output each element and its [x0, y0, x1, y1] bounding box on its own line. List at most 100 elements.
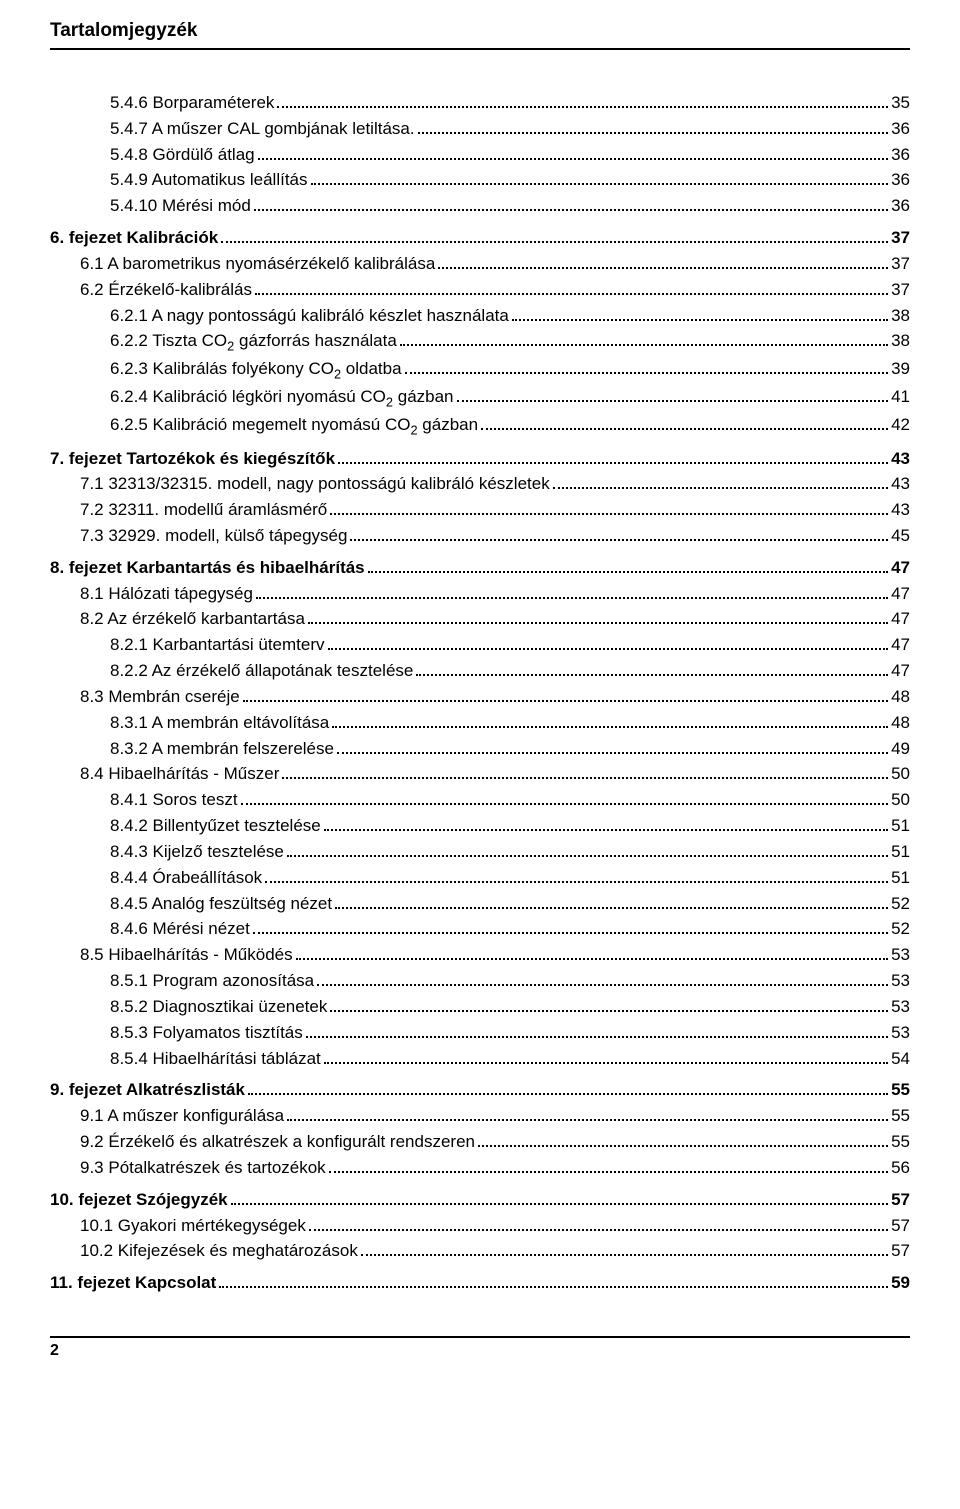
toc-dots [416, 674, 888, 676]
toc-entry-label: 6. fejezet Kalibrációk [50, 225, 218, 251]
toc-entry-page: 55 [891, 1129, 910, 1155]
toc-entry-page: 47 [891, 632, 910, 658]
toc-entry-label: 9. fejezet Alkatrészlisták [50, 1077, 245, 1103]
toc-dots [457, 400, 889, 402]
toc-entry: 8.5.3 Folyamatos tisztítás53 [50, 1020, 910, 1046]
toc-entry: 9.2 Érzékelő és alkatrészek a konfigurál… [50, 1129, 910, 1155]
toc-entry-page: 36 [891, 142, 910, 168]
toc-entry-page: 50 [891, 787, 910, 813]
toc-dots [243, 700, 888, 702]
toc-entry-page: 37 [891, 251, 910, 277]
page-number: 2 [50, 1342, 910, 1360]
toc-entry-page: 56 [891, 1155, 910, 1181]
toc-entry: 10.2 Kifejezések és meghatározások57 [50, 1238, 910, 1264]
toc-entry-label: 9.1 A műszer konfigurálása [80, 1103, 284, 1129]
toc-entry-label: 9.2 Érzékelő és alkatrészek a konfigurál… [80, 1129, 475, 1155]
toc-dots [324, 829, 888, 831]
toc-entry-label: 8.3.2 A membrán felszerelése [110, 736, 334, 762]
toc-dots [361, 1254, 888, 1256]
toc-entry: 5.4.7 A műszer CAL gombjának letiltása. 3… [50, 116, 910, 142]
toc-entry-page: 53 [891, 994, 910, 1020]
toc-entry-page: 43 [891, 471, 910, 497]
toc-dots [330, 513, 888, 515]
toc-entry-label: 6.2.3 Kalibrálás folyékony CO2 oldatba [110, 356, 402, 384]
toc-entry: 8.3.1 A membrán eltávolítása48 [50, 710, 910, 736]
toc-dots [350, 539, 888, 541]
toc-entry: 10. fejezet Szójegyzék57 [50, 1187, 910, 1213]
toc-entry-page: 57 [891, 1238, 910, 1264]
toc-entry-label: 8.4.5 Analóg feszültség nézet [110, 891, 332, 917]
toc-entry-page: 52 [891, 891, 910, 917]
toc-dots [282, 777, 888, 779]
toc-entry-label: 5.4.7 A műszer CAL gombjának letiltása. [110, 116, 415, 142]
toc-entry-page: 38 [891, 303, 910, 329]
toc-dots [253, 932, 888, 934]
toc-dots [512, 319, 888, 321]
toc-entry-page: 49 [891, 736, 910, 762]
toc-entry: 8.5 Hibaelhárítás - Működés53 [50, 942, 910, 968]
toc-dots [254, 209, 888, 211]
toc-entry-label: 6.1 A barometrikus nyomásérzékelő kalibr… [80, 251, 435, 277]
toc-entry-label: 5.4.10 Mérési mód [110, 193, 251, 219]
toc-dots [306, 1036, 888, 1038]
toc-entry: 8.4 Hibaelhárítás - Műszer50 [50, 761, 910, 787]
toc-entry: 9.3 Pótalkatrészek és tartozékok56 [50, 1155, 910, 1181]
toc-entry-page: 55 [891, 1103, 910, 1129]
toc-entry: 6.2.4 Kalibráció légköri nyomású CO2 gáz… [50, 384, 910, 412]
toc-entry: 6.2.1 A nagy pontosságú kalibráló készle… [50, 303, 910, 329]
toc-entry: 6.2.5 Kalibráció megemelt nyomású CO2 gá… [50, 412, 910, 440]
toc-entry-page: 51 [891, 865, 910, 891]
toc-entry: 8.4.4 Órabeállítások 51 [50, 865, 910, 891]
page-header: Tartalomjegyzék [50, 20, 910, 42]
toc-entry-page: 52 [891, 916, 910, 942]
toc-entry: 8.3.2 A membrán felszerelése 49 [50, 736, 910, 762]
toc-entry-label: 8.2.1 Karbantartási ütemterv [110, 632, 325, 658]
toc-entry-page: 35 [891, 90, 910, 116]
toc-dots [265, 881, 888, 883]
toc-dots [296, 958, 888, 960]
toc-entry: 11. fejezet Kapcsolat59 [50, 1270, 910, 1296]
toc-dots [308, 622, 888, 624]
toc-entry-label: 8.4.6 Mérési nézet [110, 916, 250, 942]
toc-entry-page: 43 [891, 497, 910, 523]
toc-entry-label: 5.4.8 Gördülő átlag [110, 142, 255, 168]
toc-entry-page: 51 [891, 839, 910, 865]
toc-dots [256, 597, 888, 599]
toc-entry-label: 6.2.4 Kalibráció légköri nyomású CO2 gáz… [110, 384, 454, 412]
toc-entry: 5.4.9 Automatikus leállítás36 [50, 167, 910, 193]
toc-entry-label: 8. fejezet Karbantartás és hibaelhárítás [50, 555, 365, 581]
toc-entry-label: 8.1 Hálózati tápegység [80, 581, 253, 607]
toc-entry-label: 6.2.5 Kalibráció megemelt nyomású CO2 gá… [110, 412, 478, 440]
toc-entry-label: 8.4.1 Soros teszt [110, 787, 238, 813]
toc-entry-page: 51 [891, 813, 910, 839]
toc-dots [277, 106, 888, 108]
toc-dots [337, 752, 888, 754]
toc-entry: 7.2 32311. modellű áramlásmérő43 [50, 497, 910, 523]
toc-entry-label: 8.3.1 A membrán eltávolítása [110, 710, 329, 736]
toc-entry: 8.4.1 Soros teszt 50 [50, 787, 910, 813]
toc-entry: 8. fejezet Karbantartás és hibaelhárítás… [50, 555, 910, 581]
header-rule [50, 48, 910, 50]
toc-dots [231, 1203, 888, 1205]
toc-entry-label: 11. fejezet Kapcsolat [50, 1270, 216, 1296]
toc-entry-page: 53 [891, 968, 910, 994]
toc-dots [329, 1171, 888, 1173]
toc-entry-label: 7.3 32929. modell, külső tápegység [80, 523, 347, 549]
toc-entry-page: 50 [891, 761, 910, 787]
toc-dots [335, 907, 888, 909]
toc-entry-label: 6.2 Érzékelő-kalibrálás [80, 277, 252, 303]
toc-entry-page: 36 [891, 193, 910, 219]
toc-entry-label: 8.4.3 Kijelző tesztelése [110, 839, 284, 865]
toc-entry: 5.4.8 Gördülő átlag 36 [50, 142, 910, 168]
toc-entry: 8.2 Az érzékelő karbantartása47 [50, 606, 910, 632]
toc-entry-label: 8.4.4 Órabeállítások [110, 865, 262, 891]
toc-dots [368, 571, 888, 573]
toc-entry-page: 47 [891, 555, 910, 581]
toc-entry-page: 48 [891, 684, 910, 710]
toc-entry: 8.5.1 Program azonosítása53 [50, 968, 910, 994]
toc-entry-page: 36 [891, 116, 910, 142]
toc-entry: 8.3 Membrán cseréje48 [50, 684, 910, 710]
toc-entry: 9. fejezet Alkatrészlisták55 [50, 1077, 910, 1103]
toc-entry: 8.1 Hálózati tápegység47 [50, 581, 910, 607]
toc-entry-page: 54 [891, 1046, 910, 1072]
